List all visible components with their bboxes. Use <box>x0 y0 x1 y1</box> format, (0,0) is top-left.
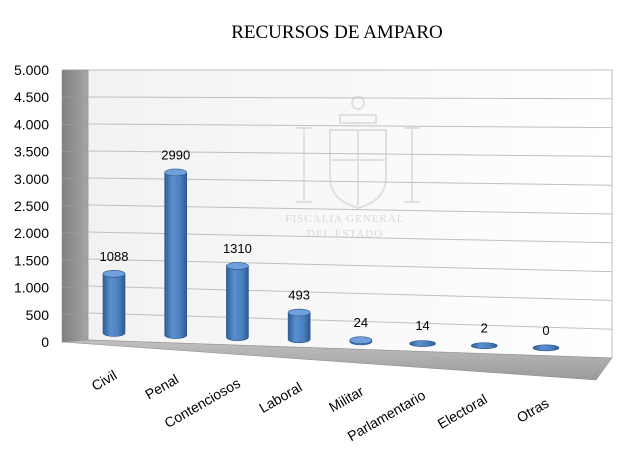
bar <box>164 172 188 339</box>
x-tick-label: Civil <box>89 367 120 394</box>
y-tick-label: 3.500 <box>14 144 49 160</box>
data-label: 0 <box>542 323 549 338</box>
data-labels: 1088 2990 1310 493 24 14 2 0 <box>100 147 550 337</box>
data-label: 1310 <box>223 241 252 256</box>
y-tick-label: 3.000 <box>14 171 49 187</box>
y-tick-label: 500 <box>26 307 50 323</box>
y-tick-label: 4.500 <box>14 89 49 105</box>
bar <box>470 342 498 350</box>
bar <box>102 273 126 337</box>
gridline <box>87 150 613 157</box>
y-axis: 0 500 1.000 1.500 2.000 2.500 3.000 3.500 4.000 4… <box>14 62 49 350</box>
data-label: 493 <box>288 288 310 303</box>
bar-top <box>226 262 249 270</box>
x-tick-label: Otras <box>514 395 552 426</box>
y-tick-label: 5.000 <box>14 62 49 78</box>
data-label: 2990 <box>161 147 190 162</box>
x-tick-label: Electoral <box>435 391 490 432</box>
bar <box>226 265 249 342</box>
data-label: 24 <box>354 315 368 330</box>
gridline-side <box>61 312 89 316</box>
bar-top <box>102 270 126 278</box>
gridline-side <box>61 258 89 261</box>
y-tick-label: 1.500 <box>14 252 49 268</box>
bars <box>102 168 560 352</box>
x-tick-label: Penal <box>142 371 181 403</box>
x-tick-label: Militar <box>326 383 367 416</box>
chart-title: RECURSOS DE AMPARO <box>231 22 443 43</box>
floor <box>61 339 613 381</box>
gridline-side <box>61 285 89 288</box>
gridline-side <box>61 204 89 207</box>
gridline-side <box>61 150 89 152</box>
x-tick-label: Laboral <box>256 379 304 416</box>
bar <box>409 340 436 347</box>
bar <box>532 344 560 352</box>
bar-top <box>349 336 373 344</box>
y-tick-label: 2.500 <box>14 198 49 214</box>
data-label: 2 <box>481 321 488 336</box>
gridline <box>87 96 613 100</box>
data-label: 14 <box>415 318 429 333</box>
gridline <box>87 123 613 129</box>
gridline-side <box>61 231 89 234</box>
watermark-line-1: FISCALIA GENERAL <box>286 213 405 225</box>
y-tick-label: 1.000 <box>14 280 49 296</box>
bar-top <box>164 168 188 177</box>
gridline-side <box>61 177 89 180</box>
y-tick-label: 2.000 <box>14 225 49 241</box>
data-label: 1088 <box>100 249 129 264</box>
bar-top <box>287 308 311 317</box>
bar <box>287 312 311 344</box>
y-tick-label: 4.000 <box>14 116 49 132</box>
y-tick-label: 0 <box>41 334 49 350</box>
